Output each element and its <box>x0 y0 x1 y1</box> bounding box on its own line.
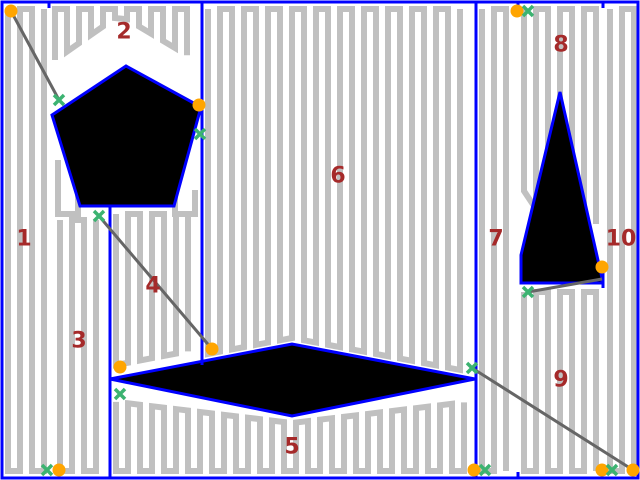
sweep-path <box>521 289 599 474</box>
end-point-marker <box>521 285 535 299</box>
region-label-8: 8 <box>553 33 568 58</box>
start-point-marker <box>52 463 66 477</box>
transition-line <box>471 366 634 472</box>
start-point-marker <box>467 463 481 477</box>
end-point-marker <box>40 463 54 477</box>
region-label-6: 6 <box>330 164 345 189</box>
sweep-path <box>5 6 47 474</box>
region-label-5: 5 <box>284 435 299 460</box>
end-point-marker <box>478 463 492 477</box>
obstacle-triangle <box>519 91 604 285</box>
sweep-path <box>52 6 190 60</box>
start-point-marker <box>4 4 18 18</box>
end-point-marker <box>52 93 66 107</box>
start-point-marker <box>595 260 609 274</box>
region-label-3: 3 <box>71 329 86 354</box>
start-point-marker <box>510 4 524 18</box>
end-point-marker <box>465 361 479 375</box>
transition-line <box>97 215 214 350</box>
start-point-marker <box>192 98 206 112</box>
region-label-9: 9 <box>553 368 568 393</box>
region-label-4: 4 <box>145 274 160 299</box>
end-point-marker <box>193 127 207 141</box>
sweep-path <box>113 399 467 474</box>
end-point-marker <box>605 463 619 477</box>
region-label-7: 7 <box>488 227 503 252</box>
end-point-marker <box>92 209 106 223</box>
region-label-1: 1 <box>16 227 31 252</box>
sweep-path <box>205 6 463 374</box>
end-point-marker <box>521 4 535 18</box>
region-label-2: 2 <box>116 20 131 45</box>
transition-line <box>9 10 61 101</box>
start-point-marker <box>205 342 219 356</box>
start-point-marker <box>626 463 640 477</box>
obstacle-pentagon <box>50 64 203 208</box>
sweep-path <box>479 6 509 474</box>
sweep-path <box>607 6 637 474</box>
start-point-marker <box>595 463 609 477</box>
sweep-path <box>113 211 191 369</box>
transition-line <box>527 277 603 294</box>
waypoint-markers <box>4 4 640 477</box>
end-point-marker <box>113 387 127 401</box>
region-labels: 1 2 3 4 5 6 7 8 9 10 <box>16 20 636 460</box>
start-point-marker <box>113 360 127 374</box>
transitions <box>9 10 634 472</box>
region-label-10: 10 <box>606 227 637 252</box>
